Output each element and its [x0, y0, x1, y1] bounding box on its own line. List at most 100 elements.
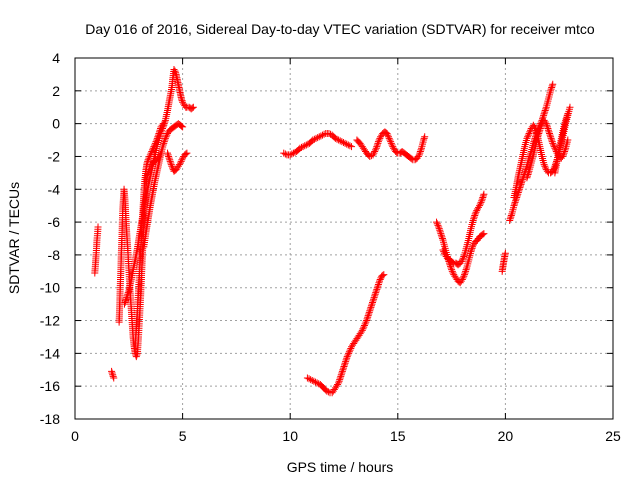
data-point [472, 208, 480, 216]
data-point [436, 226, 444, 234]
data-point [433, 218, 441, 226]
data-point [371, 292, 379, 300]
data-point [150, 143, 158, 151]
data-point [366, 305, 374, 313]
data-point [124, 290, 132, 298]
data-point [478, 195, 486, 203]
data-point [563, 111, 571, 119]
data-point [541, 107, 549, 115]
data-point [530, 123, 538, 131]
data-point [162, 133, 170, 141]
axis-ticks [74, 57, 614, 420]
data-point [447, 264, 455, 272]
data-point [433, 220, 441, 228]
data-point [172, 69, 180, 77]
data-point [374, 139, 382, 147]
data-point [383, 129, 391, 137]
data-point [166, 157, 174, 165]
data-point [518, 177, 526, 185]
data-point [546, 129, 554, 137]
data-point [458, 256, 466, 264]
data-point [160, 139, 168, 147]
data-point [307, 376, 315, 384]
data-point [543, 123, 551, 131]
data-point [547, 134, 555, 142]
data-point [94, 223, 102, 231]
data-point [166, 156, 174, 164]
y-tick-label: -14 [40, 345, 60, 361]
data-points [91, 65, 574, 397]
data-point [123, 294, 131, 302]
data-point [384, 131, 392, 139]
data-point [372, 144, 380, 152]
data-point [160, 138, 168, 146]
data-point [473, 207, 481, 215]
data-point [161, 136, 169, 144]
data-point [183, 149, 191, 157]
data-point [302, 141, 310, 149]
plot-border [74, 57, 614, 420]
data-point [370, 295, 378, 303]
data-point [296, 144, 304, 152]
data-point [336, 137, 344, 145]
x-tick-label: 20 [498, 428, 514, 444]
data-point [547, 87, 555, 95]
data-point [341, 359, 349, 367]
data-point [343, 354, 351, 362]
data-point [344, 141, 352, 149]
y-tick-label: -10 [40, 280, 60, 296]
data-point [339, 139, 347, 147]
data-point [525, 129, 533, 137]
data-point [366, 307, 374, 315]
data-point [549, 141, 557, 149]
data-point [109, 372, 117, 380]
data-point [542, 120, 550, 128]
data-point [420, 134, 428, 142]
data-point [154, 131, 162, 139]
data-point [178, 97, 186, 105]
data-point [461, 271, 469, 279]
data-point [334, 381, 342, 389]
data-point [512, 197, 520, 205]
chart-title: Day 016 of 2016, Sidereal Day-to-day VTE… [85, 21, 595, 37]
data-point [149, 144, 157, 152]
data-point [178, 122, 186, 130]
data-point [146, 151, 154, 159]
data-point [152, 138, 160, 146]
data-point [145, 154, 153, 162]
data-point [541, 162, 549, 170]
data-point [469, 243, 477, 251]
data-point [435, 225, 443, 233]
data-point [343, 140, 351, 148]
data-point [548, 138, 556, 146]
data-point [364, 313, 372, 321]
data-point [317, 132, 325, 140]
data-point [449, 269, 457, 277]
data-point [548, 82, 556, 90]
data-point [536, 126, 544, 134]
data-point [562, 115, 570, 123]
y-tick-label: -12 [40, 313, 60, 329]
data-point [460, 272, 468, 280]
data-point [434, 221, 442, 229]
data-point [371, 148, 379, 156]
data-point [123, 292, 131, 300]
data-point [333, 135, 341, 143]
data-point [311, 378, 319, 386]
data-point [369, 297, 377, 305]
data-point [459, 254, 467, 262]
x-tick-label: 0 [71, 428, 79, 444]
data-point [308, 376, 316, 384]
x-tick-label: 10 [282, 428, 298, 444]
data-point [345, 348, 353, 356]
data-point [309, 136, 317, 144]
data-point [338, 369, 346, 377]
data-point [286, 151, 294, 159]
data-point [359, 325, 367, 333]
data-point [341, 139, 349, 147]
data-point [347, 344, 355, 352]
data-point [335, 136, 343, 144]
data-point [460, 253, 468, 261]
data-point [122, 297, 130, 305]
